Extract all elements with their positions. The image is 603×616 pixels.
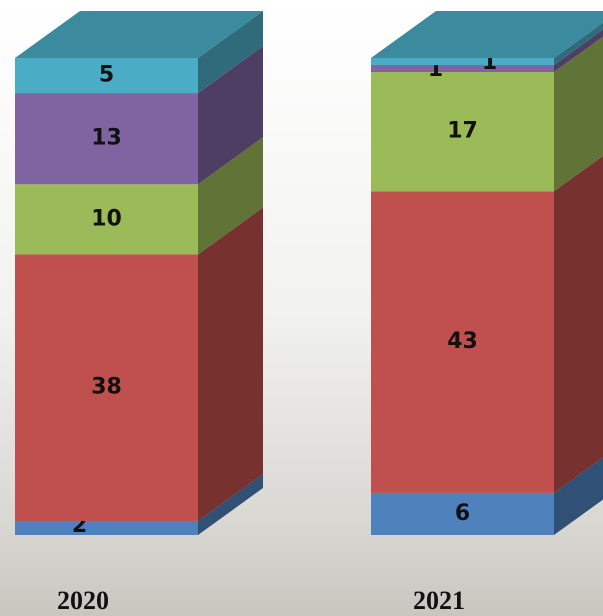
bar-side [554,29,603,73]
bar-side [198,137,263,255]
bar-side [554,155,603,493]
bar-segment [371,492,554,535]
bar-segment [371,191,554,493]
bar-side [198,46,263,185]
data-label: 10 [91,206,122,231]
bar-segment [15,58,198,94]
bar-top [15,11,263,58]
bar-side [198,207,263,521]
data-label: 5 [99,63,114,88]
bar-top [371,11,603,58]
data-label: 43 [447,329,478,354]
bar-segment [15,184,198,255]
bar-side [554,457,603,535]
bar-segment [371,65,554,73]
bar-segment [371,72,554,192]
bar-segment [371,58,554,66]
data-label: 13 [91,126,122,151]
data-label: 38 [91,375,122,400]
x-tick-label: 2020 [57,586,109,615]
bar-segment [15,520,198,535]
bar-side [198,11,263,94]
bar-segment [15,93,198,185]
bar-side [554,36,603,192]
data-label: 17 [447,119,478,144]
bar-side [554,22,603,66]
x-tick-label: 2021 [413,586,465,615]
data-label: 6 [455,501,470,526]
bar-side [198,473,263,535]
bar-segment [15,254,198,521]
